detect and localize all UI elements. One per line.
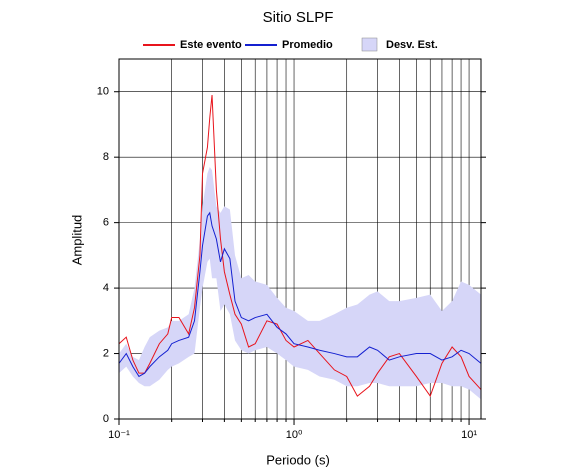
line-series <box>118 211 482 378</box>
y-axis-label: Amplitud <box>69 215 84 266</box>
legend-label: Promedio <box>282 39 333 51</box>
x-tick-label: 10⁻¹ <box>108 429 130 441</box>
y-tick-label: 6 <box>103 217 109 229</box>
legend-swatch <box>361 37 378 52</box>
legend-label: Desv. Est. <box>386 39 438 51</box>
line-series <box>118 94 482 398</box>
y-tick-label: 4 <box>103 282 109 294</box>
legend-label: Este evento <box>180 39 242 51</box>
plot-frame <box>118 58 482 420</box>
chart-title: Sitio SLPF <box>263 9 334 26</box>
x-axis-label: Periodo (s) <box>266 452 330 467</box>
x-tick-label: 10¹ <box>461 429 477 441</box>
y-tick-label: 10 <box>97 86 109 98</box>
y-tick-label: 0 <box>103 413 109 425</box>
y-tick-label: 2 <box>103 347 109 359</box>
y-tick-label: 8 <box>103 151 109 163</box>
std-band <box>119 167 481 400</box>
x-tick-label: 10⁰ <box>286 429 303 441</box>
